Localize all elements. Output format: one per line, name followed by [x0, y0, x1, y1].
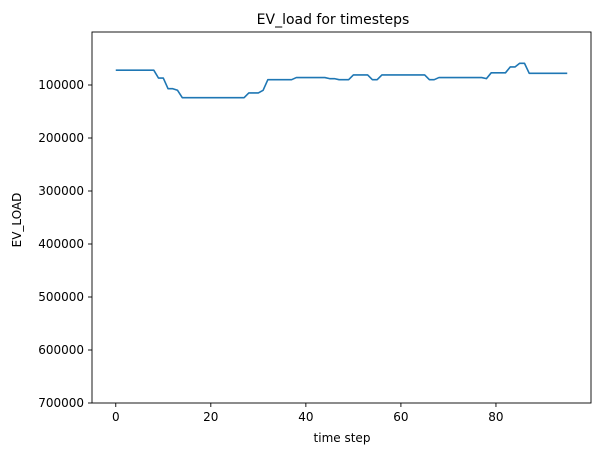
y-tick-label: 500000	[38, 290, 84, 304]
x-axis-ticks: 0 20 40 60 80	[112, 403, 504, 424]
y-tick-label: 700000	[38, 396, 84, 410]
chart-title: EV_load for timesteps	[257, 12, 410, 28]
x-axis-label: time step	[314, 431, 371, 445]
x-tick-label: 0	[112, 410, 120, 424]
y-tick-label: 300000	[38, 184, 84, 198]
x-tick-label: 40	[298, 410, 313, 424]
x-tick-label: 20	[203, 410, 218, 424]
y-tick-label: 400000	[38, 237, 84, 251]
y-axis-label: EV_LOAD	[10, 193, 24, 248]
y-axis-ticks: 100000 200000 300000 400000 500000 600000 7000…	[38, 78, 92, 410]
plot-area	[115, 62, 568, 99]
y-tick-label: 600000	[38, 343, 84, 357]
plot-frame	[91, 31, 592, 404]
x-tick-label: 60	[393, 410, 408, 424]
y-tick-label: 100000	[38, 78, 84, 92]
ev-load-series-line	[115, 62, 568, 99]
y-tick-label: 200000	[38, 131, 84, 145]
x-tick-label: 80	[488, 410, 503, 424]
